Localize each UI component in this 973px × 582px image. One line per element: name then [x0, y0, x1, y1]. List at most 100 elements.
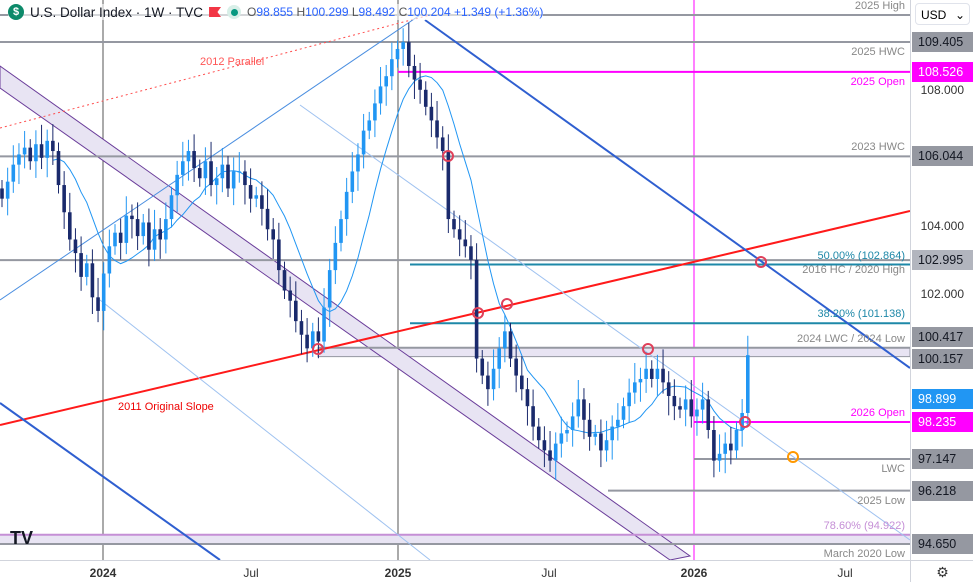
candle-body	[514, 358, 518, 376]
time-tick: 2026	[680, 566, 708, 580]
level-label: 2026 Open	[850, 407, 905, 419]
candle-body	[542, 440, 547, 451]
candle-body	[84, 263, 89, 277]
candle-body	[209, 161, 213, 186]
candle-body	[45, 140, 49, 158]
candle-body	[565, 429, 569, 434]
candle-body	[5, 181, 10, 199]
candle-body	[683, 399, 688, 410]
candle-body	[277, 239, 281, 271]
candle-body	[96, 297, 100, 311]
legend-header: $ U.S. Dollar Index · 1W · TVC O98.855 H…	[8, 4, 544, 20]
candle-body	[390, 59, 394, 77]
candle-body	[237, 171, 242, 173]
level-label: LWC	[881, 463, 905, 476]
candle-body	[22, 147, 27, 155]
candle-body	[700, 399, 705, 410]
candle-body	[367, 120, 372, 131]
candle-body	[678, 406, 682, 410]
candle-body	[299, 321, 304, 335]
candle-body	[695, 409, 699, 417]
candle-body	[282, 270, 287, 291]
descending-channel-band	[0, 65, 692, 560]
candle-body	[118, 232, 123, 243]
candle-body	[90, 263, 95, 298]
candle-body	[344, 191, 349, 220]
candle-body	[220, 164, 225, 179]
candle-body	[271, 229, 275, 240]
pivot-marker-icon	[501, 298, 513, 310]
candle-body	[536, 426, 541, 441]
candle-body	[423, 89, 428, 107]
candle-body	[469, 246, 473, 260]
candle-body	[452, 219, 456, 230]
price-tag: 94.650	[912, 533, 973, 554]
price-chart[interactable]	[0, 0, 910, 560]
parallel-line-upper	[299, 104, 910, 541]
descending-trendline	[424, 19, 910, 369]
candle-body	[62, 185, 66, 213]
symbol-title[interactable]: U.S. Dollar Index · 1W · TVC	[30, 4, 204, 20]
candle-body	[164, 219, 168, 240]
dollar-logo-icon: $	[8, 4, 24, 20]
price-tag: 106.044	[912, 146, 973, 167]
trendline-label-2012: 2012 Parallel	[200, 56, 265, 68]
candle-body	[661, 368, 665, 383]
candle-body	[107, 246, 112, 274]
price-tag: 98.235	[912, 412, 973, 432]
flag-icon[interactable]	[209, 7, 222, 17]
candle-body	[11, 164, 16, 182]
candle-body	[497, 348, 501, 369]
candle-body	[525, 389, 530, 407]
time-tick: Jul	[837, 566, 853, 580]
candle-body	[305, 334, 309, 349]
pivot-marker-icon	[739, 416, 751, 428]
pivot-marker-icon	[442, 150, 454, 162]
candle-body	[638, 378, 643, 383]
price-tick: 104.000	[920, 218, 964, 233]
time-axis[interactable]: 2024 Jul 2025 Jul 2026 Jul	[0, 560, 910, 582]
candle-body	[152, 229, 157, 250]
candle-body	[729, 443, 733, 451]
currency-select[interactable]: USD ⌄	[915, 3, 970, 25]
candle-body	[28, 147, 33, 162]
candle-body	[633, 382, 637, 393]
candle-body	[333, 242, 338, 271]
price-tick: 102.000	[920, 286, 964, 301]
candle-body	[746, 355, 750, 413]
candle-body	[56, 151, 61, 186]
candle-body	[197, 168, 202, 179]
price-tag: 100.417	[912, 326, 973, 347]
price-tag: 102.995	[912, 250, 973, 271]
price-axis[interactable]: USD ⌄ 108.000 104.000 102.000 109.405 108.52…	[910, 0, 973, 560]
market-status-icon	[227, 5, 242, 19]
level-label: 2025 Open	[850, 75, 905, 88]
candle-body	[34, 144, 38, 162]
level-label: 38.20% (101.138)	[817, 308, 905, 321]
settings-gear-icon[interactable]: ⚙	[910, 560, 973, 582]
candle-body	[192, 151, 196, 169]
level-label: 2025 High	[854, 0, 905, 12]
moving-average-line	[52, 75, 749, 434]
candle-body	[203, 161, 208, 179]
candle-body	[124, 215, 129, 243]
candle-body	[101, 273, 106, 311]
candle-body	[548, 450, 552, 461]
candle-body	[666, 382, 671, 396]
candle-body	[186, 151, 191, 162]
candle-body	[147, 222, 151, 250]
candle-body	[559, 433, 564, 444]
price-tick: 108.000	[920, 82, 964, 97]
candle-body	[649, 368, 654, 379]
candle-body	[378, 86, 383, 104]
candle-body	[429, 106, 434, 121]
candle-body	[79, 253, 83, 277]
candle-body	[322, 307, 326, 342]
candle-body	[17, 154, 21, 165]
2020-low-zone	[0, 534, 910, 544]
candle-body	[486, 375, 490, 390]
candle-body	[294, 300, 298, 322]
candle-body	[734, 429, 739, 451]
candle-body	[418, 79, 422, 90]
time-tick: Jul	[541, 566, 557, 580]
